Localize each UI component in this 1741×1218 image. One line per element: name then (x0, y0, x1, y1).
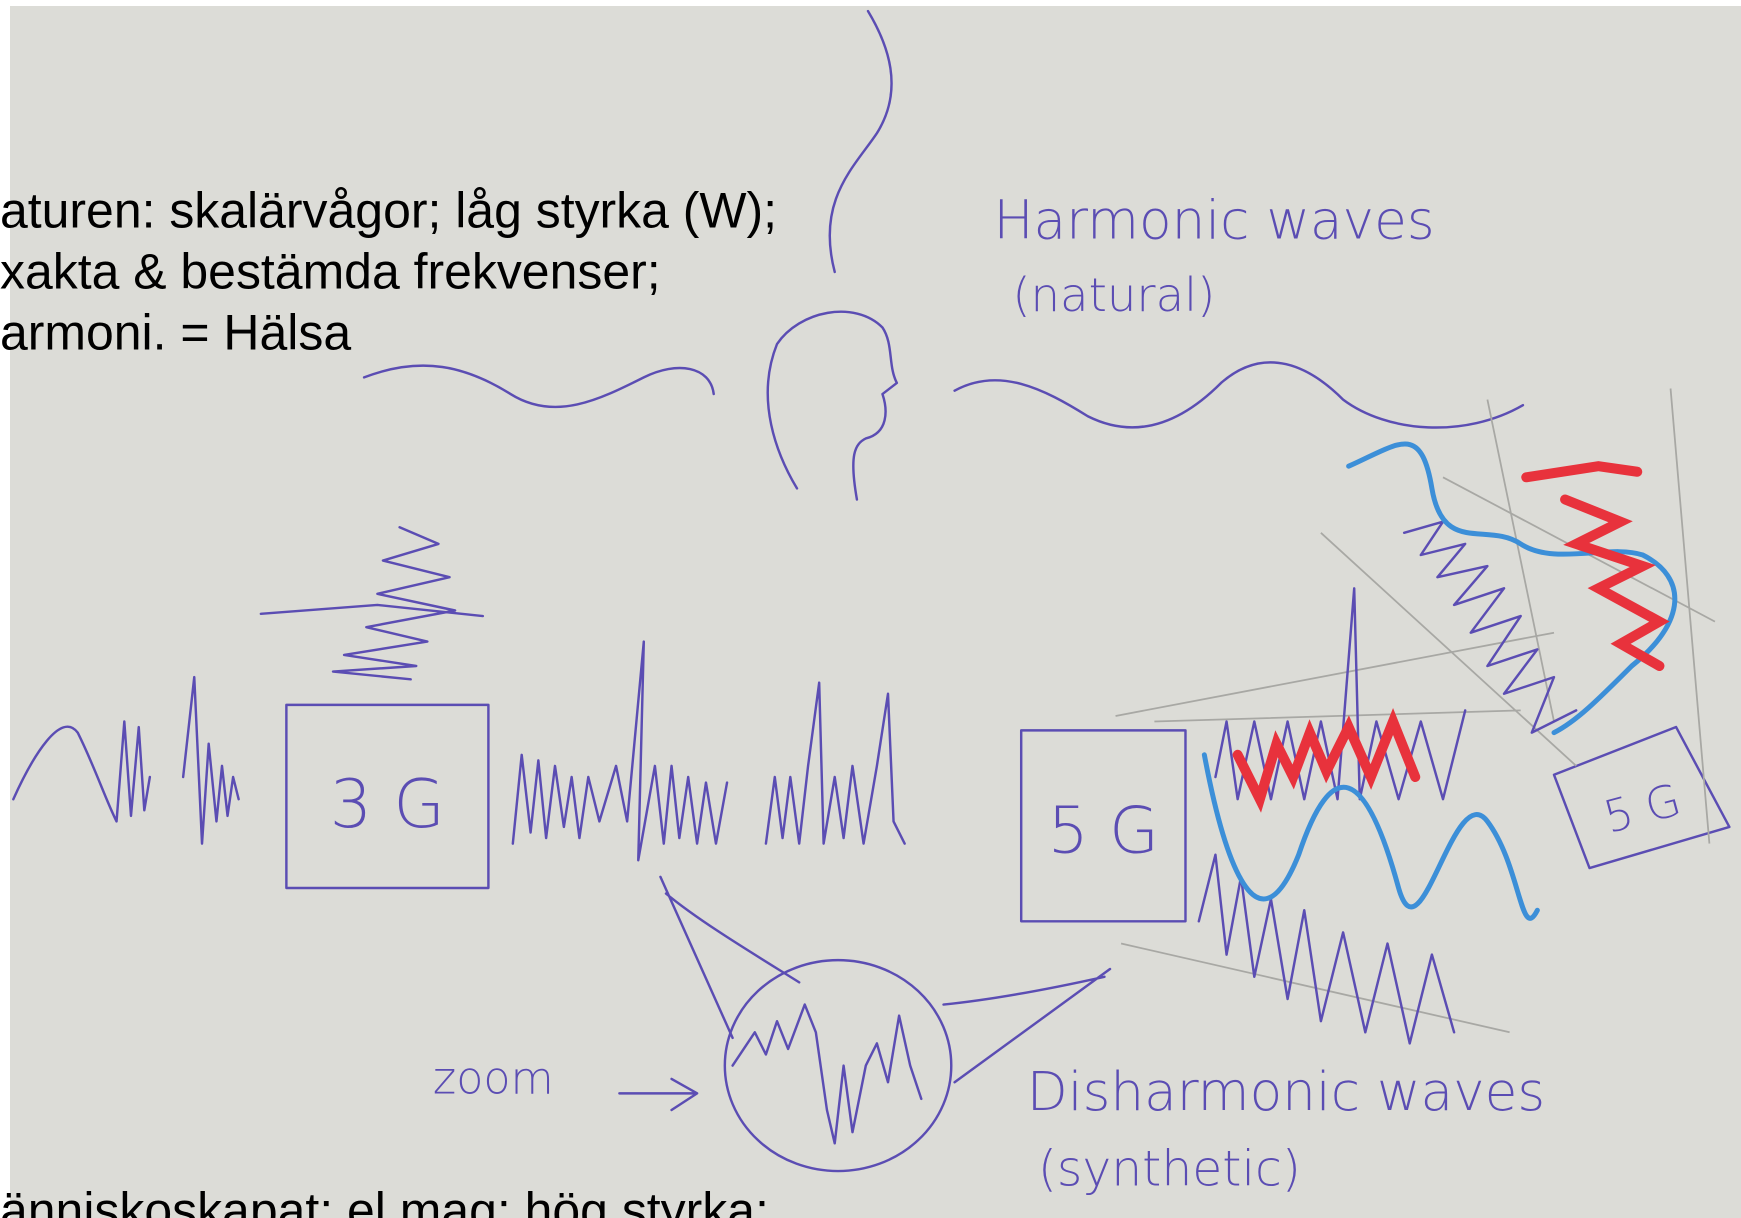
drawing: aturen: skalärvågor; låg styrka (W); xak… (0, 9, 1731, 1218)
head (766, 310, 899, 501)
zoom-arrow (618, 1077, 699, 1112)
noise-left (12, 675, 240, 845)
noise-mid (511, 640, 906, 862)
top-wave (828, 9, 893, 274)
box-3g (285, 703, 490, 890)
harmonic-note: (natural) (1012, 268, 1215, 322)
zoom-cone (659, 875, 1112, 1084)
box-5g (1019, 729, 1187, 923)
box-label: 5 G (1048, 793, 1159, 868)
disharmonic-title: Disharmonic waves (1027, 1061, 1545, 1123)
box-label: 3 G (330, 765, 445, 843)
left-wave (362, 364, 715, 409)
typed-line: xakta & bestämda frekvenser; (0, 244, 661, 300)
globe-noise (731, 1003, 923, 1145)
zoom-label: zoom (433, 1053, 554, 1104)
globe (723, 958, 953, 1173)
box-5g-small (1552, 725, 1731, 870)
red-wave (1232, 461, 1670, 813)
right-wave (953, 361, 1525, 429)
typed-line: armoni. = Hälsa (0, 305, 351, 361)
signal-3g (259, 526, 485, 681)
disharmonic-note: (synthetic) (1038, 1140, 1301, 1197)
typed-line: aturen: skalärvågor; låg styrka (W); (0, 183, 777, 239)
harmonic-title: Harmonic waves (993, 190, 1434, 252)
blue-wave (1201, 441, 1678, 921)
typed-line: änniskoskapat; el mag; hög styrka; (0, 1183, 769, 1218)
